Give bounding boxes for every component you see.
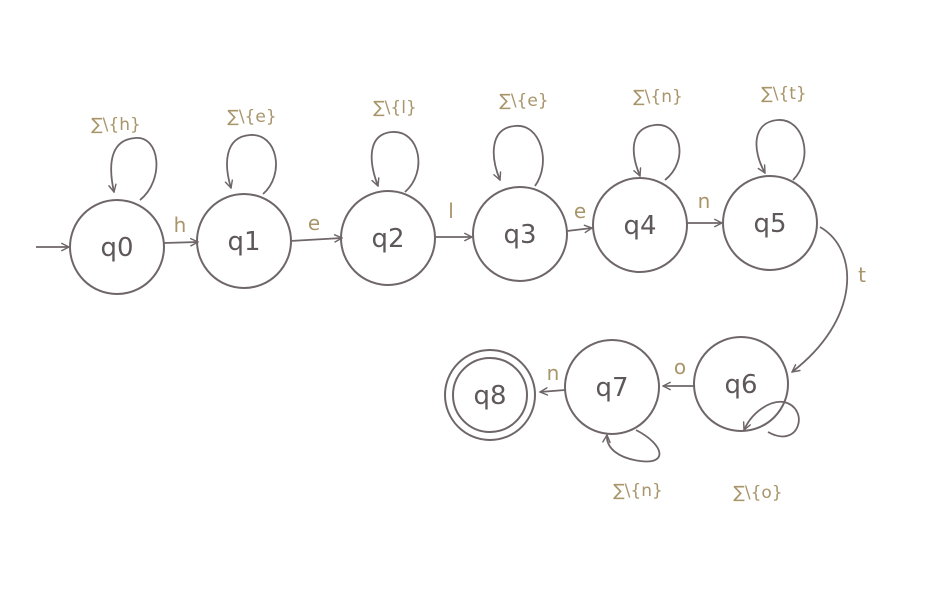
self-loop-label-q2: ∑\{l} bbox=[373, 98, 417, 118]
self-loop-q7 bbox=[607, 429, 661, 463]
transition-label-q7-q8: n bbox=[547, 361, 560, 385]
transition-q0-q1 bbox=[163, 242, 198, 243]
self-loop-label-q0: ∑\{h} bbox=[91, 115, 141, 135]
self-loop-label-q7: ∑\{n} bbox=[613, 481, 663, 501]
self-loop-q1 bbox=[227, 134, 277, 195]
state-q7 bbox=[564, 339, 660, 435]
transition-label-q5-q6: t bbox=[858, 263, 866, 287]
self-loop-q0 bbox=[111, 137, 158, 201]
state-q8-outer bbox=[444, 349, 536, 441]
self-loop-q2 bbox=[370, 131, 420, 193]
state-label-q7: q7 bbox=[595, 373, 628, 403]
state-label-q0: q0 bbox=[100, 233, 133, 263]
state-q3 bbox=[472, 186, 568, 282]
state-q4 bbox=[592, 177, 688, 273]
self-loop-q6 bbox=[744, 400, 800, 438]
transition-label-q3-q4: e bbox=[574, 199, 586, 223]
transition-label-q0-q1: h bbox=[174, 213, 187, 237]
transition-q7-q8 bbox=[540, 390, 566, 392]
state-q5 bbox=[722, 175, 818, 271]
self-loop-q4 bbox=[632, 124, 681, 181]
state-label-q8: q8 bbox=[473, 381, 506, 411]
transition-label-q6-q7: o bbox=[674, 355, 686, 379]
state-q8-inner bbox=[452, 357, 528, 433]
transition-label-q1-q2: e bbox=[308, 211, 320, 235]
state-label-q3: q3 bbox=[503, 220, 536, 250]
self-loop-q5 bbox=[755, 119, 806, 181]
self-loop-label-q3: ∑\{e} bbox=[499, 91, 548, 111]
self-loop-q3 bbox=[492, 125, 544, 187]
state-q6 bbox=[693, 336, 789, 432]
self-loop-label-q6: ∑\{o} bbox=[733, 483, 782, 503]
self-loop-label-q5: ∑\{t} bbox=[761, 84, 806, 104]
state-label-q5: q5 bbox=[753, 209, 786, 239]
state-label-q6: q6 bbox=[724, 370, 757, 400]
state-label-q2: q2 bbox=[371, 224, 404, 254]
transition-label-q2-q3: l bbox=[448, 199, 454, 223]
self-loop-label-q4: ∑\{n} bbox=[633, 87, 683, 107]
state-label-q1: q1 bbox=[227, 227, 260, 257]
state-q1 bbox=[196, 193, 292, 289]
self-loop-label-q1: ∑\{e} bbox=[227, 107, 276, 127]
transition-q5-q6 bbox=[792, 226, 848, 372]
transition-q1-q2 bbox=[289, 238, 342, 241]
transition-q3-q4 bbox=[566, 228, 592, 231]
state-q2 bbox=[340, 190, 436, 286]
state-q0 bbox=[69, 199, 165, 295]
state-label-q4: q4 bbox=[623, 211, 656, 241]
transition-label-q4-q5: n bbox=[698, 189, 711, 213]
